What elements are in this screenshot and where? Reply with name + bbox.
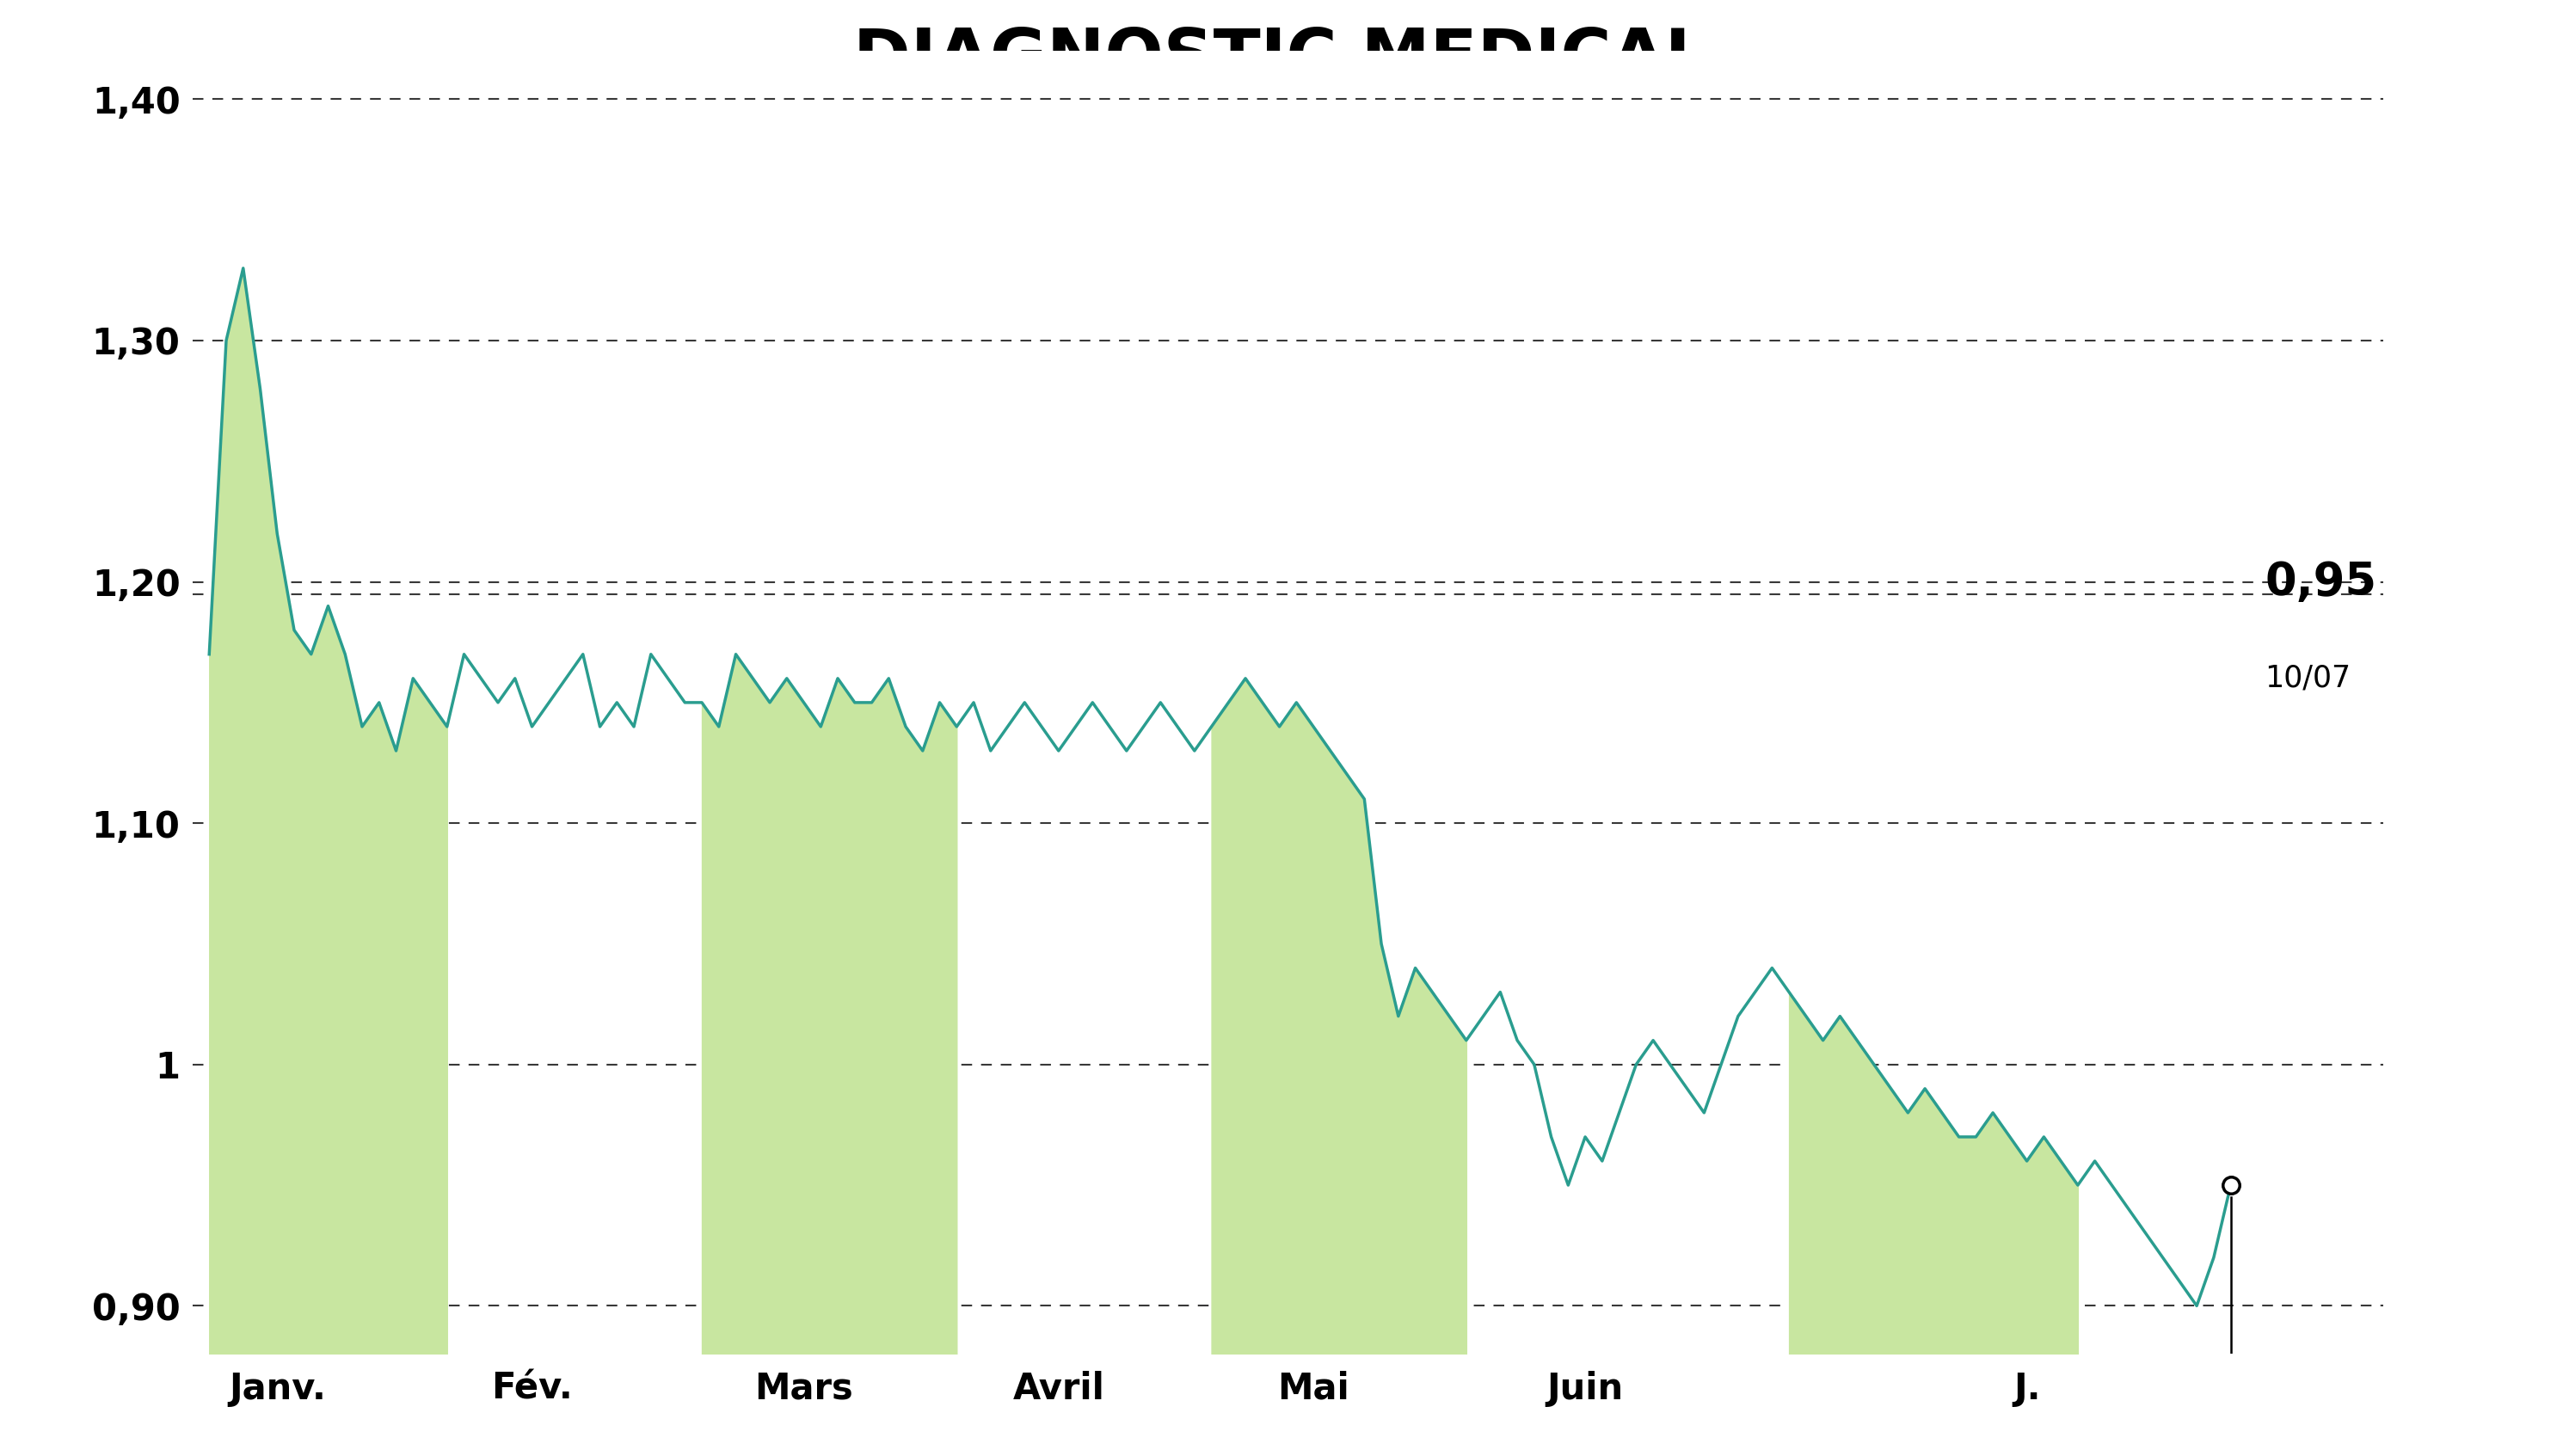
Text: DIAGNOSTIC MEDICAL: DIAGNOSTIC MEDICAL (853, 26, 1710, 93)
Text: 10/07: 10/07 (2266, 664, 2350, 693)
Text: 0,95: 0,95 (2266, 559, 2376, 604)
